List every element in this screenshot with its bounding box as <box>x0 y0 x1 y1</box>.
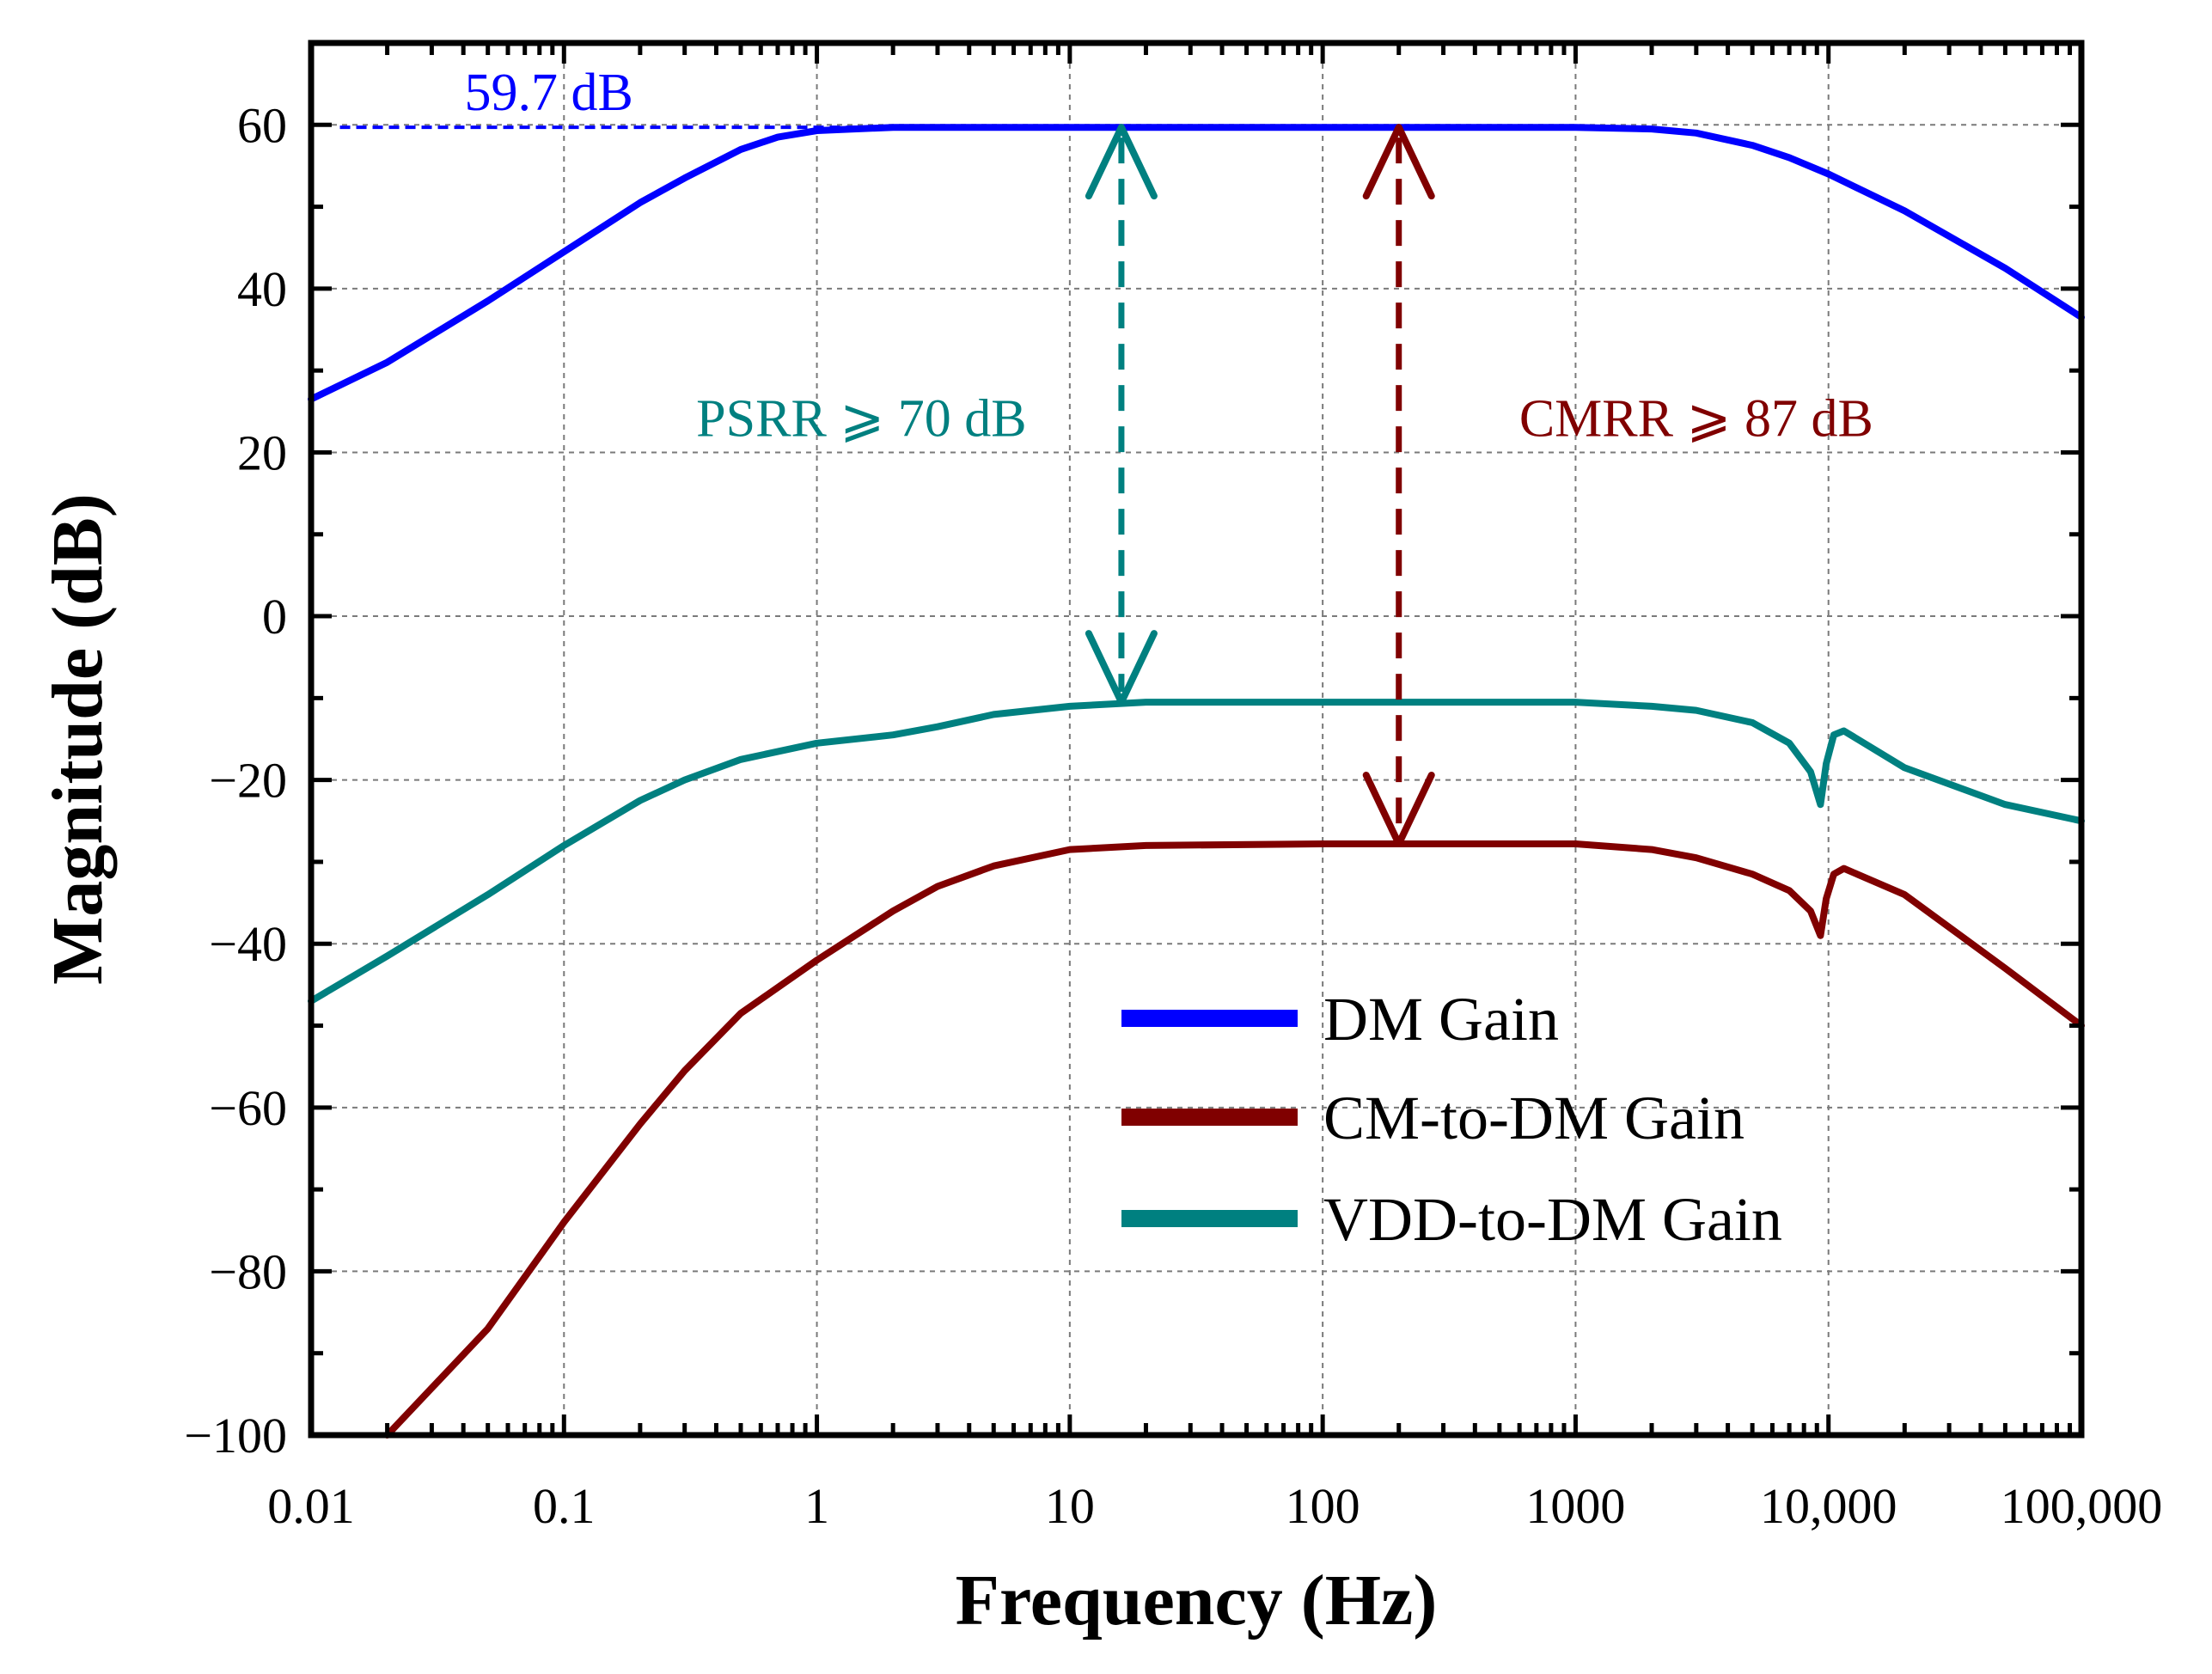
legend-label-cm-to-dm-gain: CM-to-DM Gain <box>1323 1084 1745 1152</box>
dm-gain-annotation-label: 59.7 dB <box>465 64 633 122</box>
x-tick-label: 100,000 <box>2001 1478 2163 1534</box>
series-line-dm-gain <box>308 124 2085 403</box>
x-axis-title: Frequency (Hz) <box>956 1561 1438 1640</box>
series-layer <box>308 124 2085 1439</box>
x-tick-label: 100 <box>1286 1478 1360 1534</box>
axes <box>308 40 2085 1439</box>
grid <box>311 43 2081 1435</box>
series-line-cm-to-dm-gain <box>383 840 2085 1439</box>
cmrr-annotation-label: CMRR ⩾ 87 dB <box>1519 389 1873 448</box>
x-tick-label: 10 <box>1045 1478 1095 1534</box>
y-tick-label: −20 <box>209 753 287 809</box>
y-tick-label: −100 <box>184 1408 287 1463</box>
legend: DM Gain CM-to-DM Gain VDD-to-DM Gain <box>1121 985 1782 1254</box>
x-tick-label: 10,000 <box>1760 1478 1897 1534</box>
y-axis-title: Magnitude (dB) <box>38 493 118 985</box>
psrr-arrow-head-up <box>1085 124 1158 200</box>
psrr-arrow-head-down <box>1085 630 1158 706</box>
y-tick-label: 20 <box>237 425 287 480</box>
y-tick-label: 0 <box>262 589 287 645</box>
legend-label-vdd-to-dm-gain: VDD-to-DM Gain <box>1323 1185 1782 1254</box>
annotation-layer: 59.7 dB PSRR ⩾ 70 dB CMRR ⩾ 87 dB <box>339 64 1873 847</box>
y-tick-label: −40 <box>209 916 287 972</box>
cmrr-arrow-head-up <box>1362 124 1435 200</box>
y-tick-label: −60 <box>209 1080 287 1136</box>
x-tick-label: 1000 <box>1525 1478 1625 1534</box>
y-tick-label: 40 <box>237 261 287 317</box>
legend-label-dm-gain: DM Gain <box>1323 985 1559 1054</box>
psrr-annotation-label: PSRR ⩾ 70 dB <box>696 389 1026 448</box>
cmrr-arrow-head-down <box>1362 771 1435 847</box>
tick-labels: 60 40 20 0 −20 −40 −60 −80 −100 0.01 0.1 1 10 100 1000… <box>184 97 2162 1534</box>
x-tick-label: 1 <box>804 1478 829 1534</box>
x-tick-label: 0.01 <box>267 1478 355 1534</box>
y-tick-label: 60 <box>237 97 287 153</box>
y-tick-label: −80 <box>209 1243 287 1299</box>
plot-frame <box>308 40 2085 1439</box>
x-tick-label: 0.1 <box>533 1478 596 1534</box>
series-line-vdd-to-dm-gain <box>308 699 2085 1005</box>
